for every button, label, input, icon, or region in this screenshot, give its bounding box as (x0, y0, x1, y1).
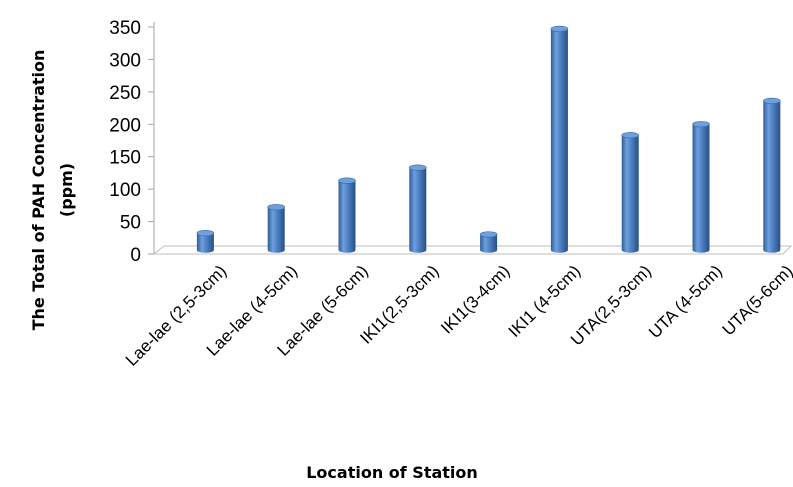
y-tick-label: 100 (109, 180, 141, 201)
y-tick-label: 200 (109, 115, 141, 136)
bar (551, 26, 568, 253)
y-tick-label: 50 (120, 213, 141, 234)
bar-top (693, 121, 710, 127)
y-tick-label: 150 (109, 148, 141, 169)
x-tick-label: UTA (4-5cm) (645, 261, 726, 342)
bar-top (268, 204, 285, 210)
x-tick-label: UTA(5-6cm) (719, 261, 793, 339)
y-axis-title: The Total of PAH Concentration (ppm) (29, 50, 76, 331)
bar-body (339, 181, 356, 253)
y-tick-label: 300 (109, 50, 141, 71)
y-tick-label: 250 (109, 83, 141, 104)
bar (480, 232, 497, 253)
bar (197, 230, 214, 252)
bar (268, 204, 285, 252)
y-axis-title-line-2: (ppm) (57, 163, 76, 217)
bar-body (763, 101, 780, 253)
x-axis-title: Location of Station (306, 463, 478, 482)
bar-body (268, 207, 285, 253)
bar-top (197, 230, 214, 236)
y-ticks: 0 50 100 150 200 250 300 350 (109, 18, 154, 266)
bar-body (409, 168, 426, 253)
y-axis-title-line-1: The Total of PAH Concentration (29, 50, 48, 331)
bar-body (551, 29, 568, 253)
bar (622, 132, 639, 252)
x-tick-label: IKI1(3-4cm) (437, 261, 513, 337)
bar-top (763, 98, 780, 104)
bar-top (339, 178, 356, 184)
bar (693, 121, 710, 252)
x-tick-labels: Lae-lae (2,5-3cm)Lae-lae (4-5cm)Lae-lae … (122, 261, 793, 369)
bars (197, 26, 780, 253)
x-tick-label: IKI1 (4-5cm) (505, 261, 585, 341)
y-tick-label: 0 (130, 245, 141, 266)
bar-top (622, 132, 639, 138)
bar (763, 98, 780, 253)
bar-top (551, 26, 568, 32)
bar (339, 178, 356, 253)
bar (409, 165, 426, 253)
bar-body (693, 124, 710, 253)
y-tick-label: 350 (109, 18, 141, 39)
bar-top (480, 232, 497, 238)
bar-body (622, 135, 639, 253)
bar-top (409, 165, 426, 171)
